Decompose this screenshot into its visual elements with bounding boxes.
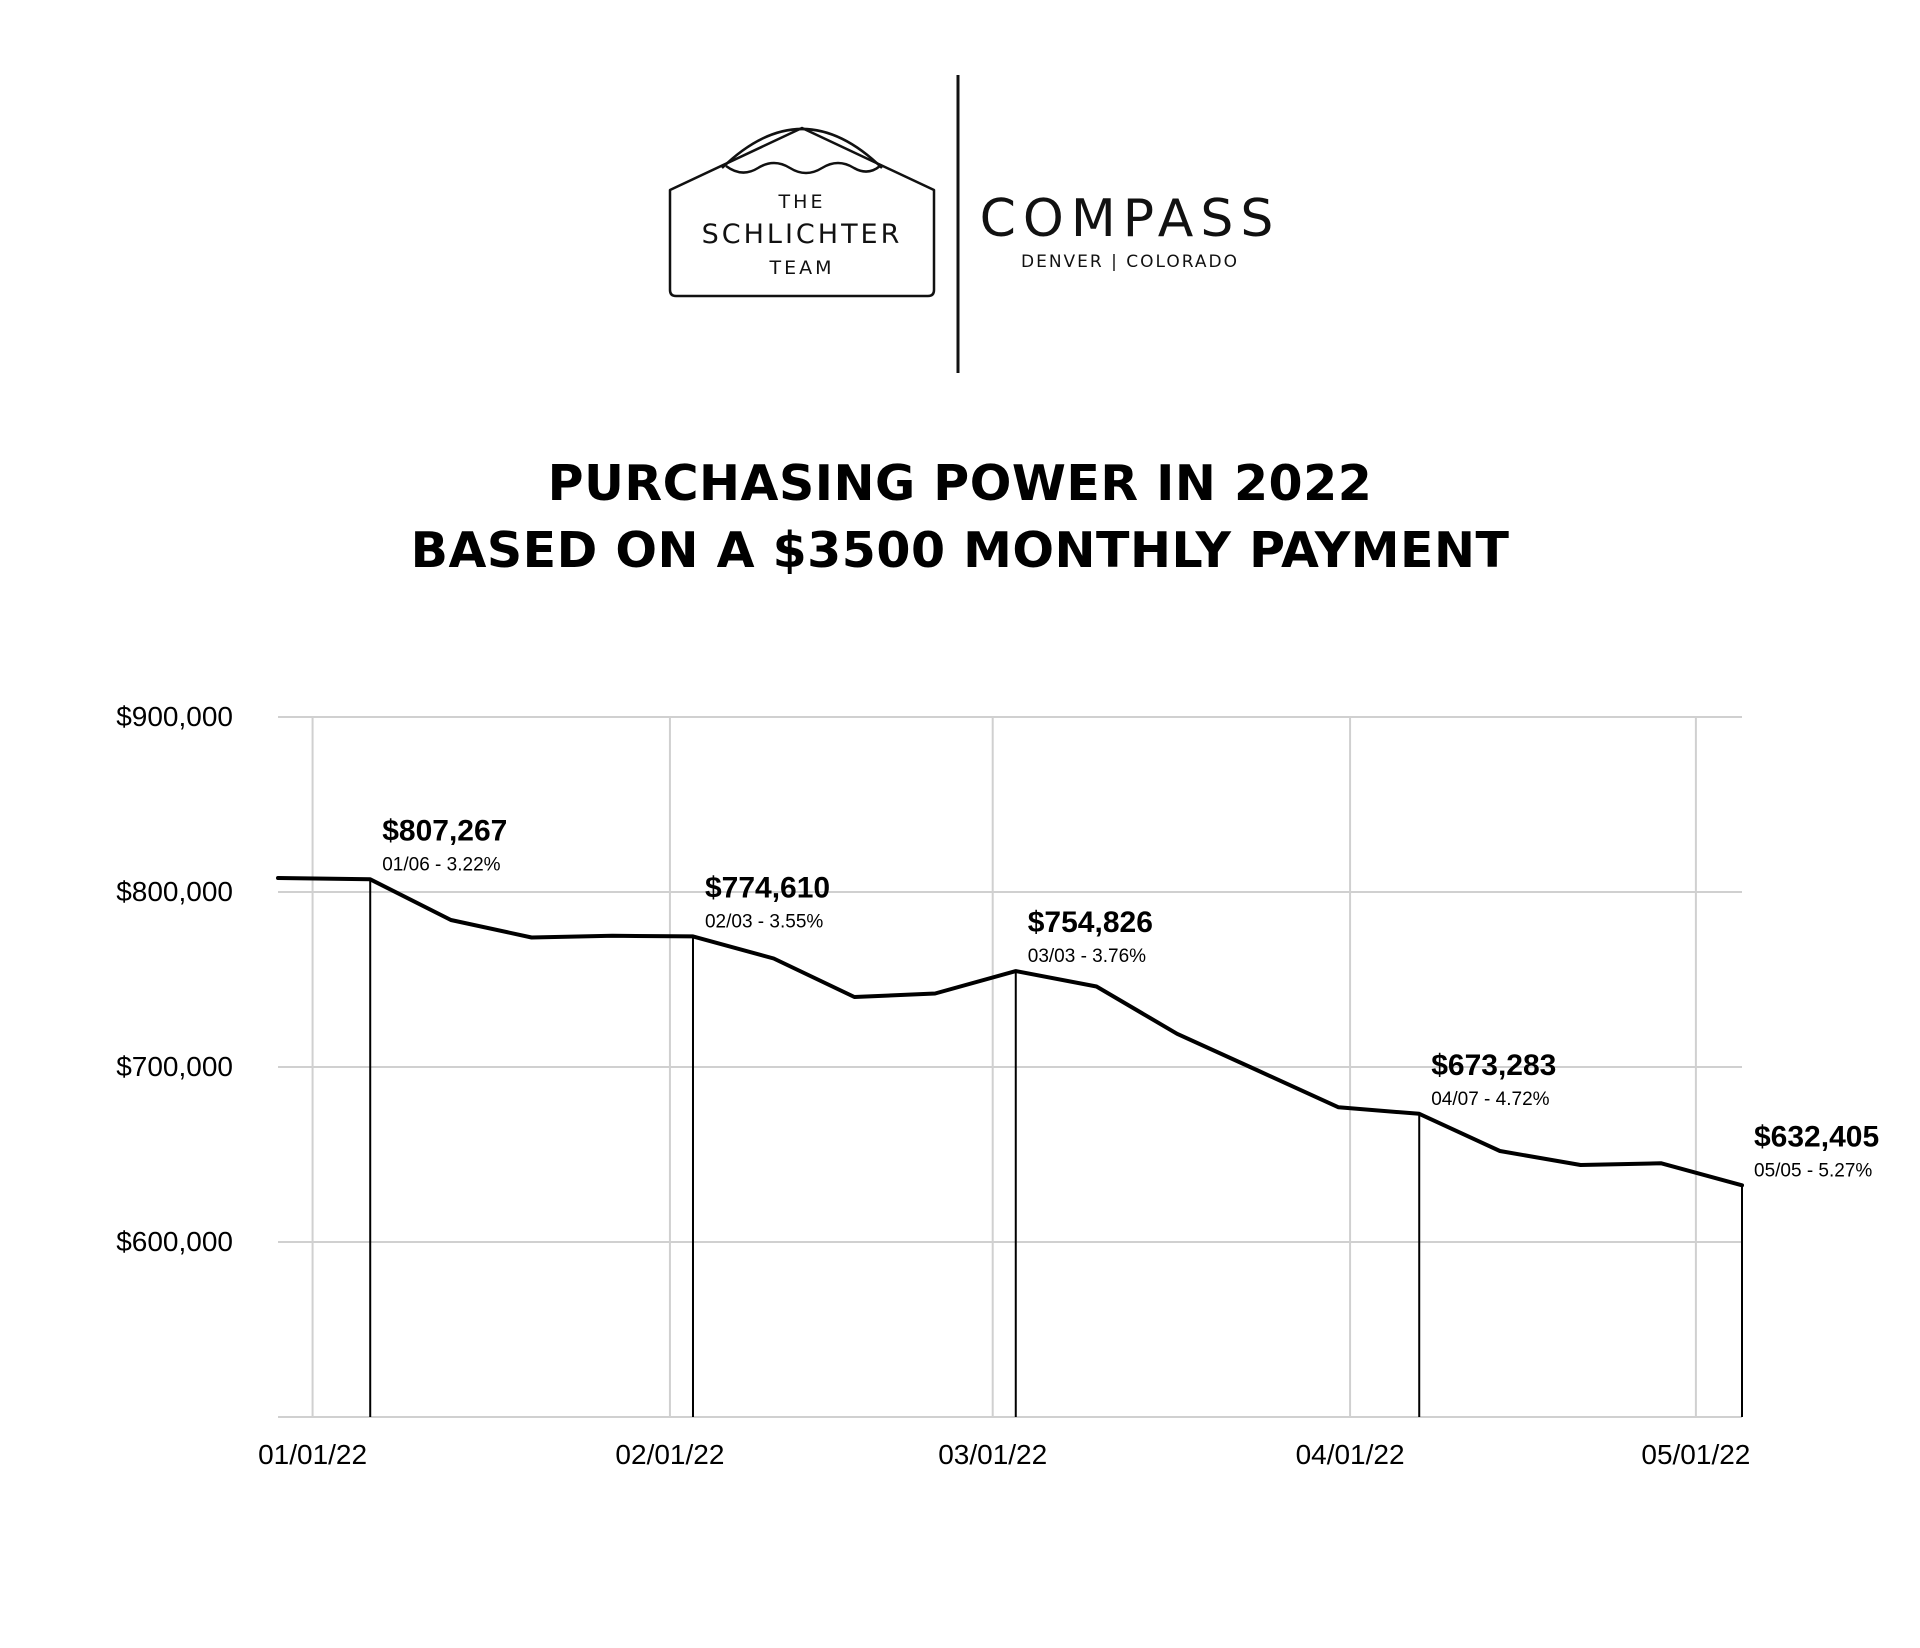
series-point bbox=[369, 878, 371, 880]
series-point bbox=[1338, 1106, 1340, 1108]
y-tick-label: $600,000 bbox=[116, 1226, 233, 1257]
x-tick-label: 01/01/22 bbox=[258, 1439, 367, 1470]
series-point bbox=[1095, 986, 1097, 987]
series-point bbox=[1660, 1162, 1662, 1164]
team-logo-line3: TEAM bbox=[768, 257, 834, 279]
annotation-value: $754,826 bbox=[1028, 906, 1153, 939]
schlichter-team-logo: THE SCHLICHTER TEAM bbox=[668, 126, 936, 298]
series-point bbox=[1176, 1033, 1178, 1035]
series-point bbox=[1015, 970, 1017, 972]
series-point bbox=[611, 935, 613, 937]
series-line bbox=[276, 876, 1744, 1188]
chart-subtitle: BASED ON A $3500 MONTHLY PAYMENT bbox=[410, 522, 1510, 579]
series-point bbox=[1418, 1113, 1420, 1115]
x-tick-label: 03/01/22 bbox=[938, 1439, 1047, 1470]
annotation-value: $774,610 bbox=[705, 871, 830, 904]
team-logo-line2: SCHLICHTER bbox=[702, 219, 903, 250]
y-tick-label: $700,000 bbox=[116, 1051, 233, 1082]
series-point bbox=[692, 935, 694, 937]
annotation-detail: 01/06 - 3.22% bbox=[382, 854, 500, 875]
annotation-detail: 04/07 - 4.72% bbox=[1431, 1089, 1549, 1110]
chart-title-block: PURCHASING POWER IN 2022 BASED ON A $350… bbox=[0, 450, 1920, 584]
mountain-wave-icon bbox=[725, 161, 881, 175]
y-tick-label: $900,000 bbox=[116, 701, 233, 732]
series-point bbox=[277, 877, 279, 879]
annotation-detail: 05/05 - 5.27% bbox=[1754, 1160, 1872, 1181]
series-point bbox=[1499, 1150, 1501, 1152]
y-tick-label: $800,000 bbox=[116, 876, 233, 907]
series-point bbox=[934, 993, 936, 994]
compass-location: DENVER | COLORADO bbox=[1021, 252, 1239, 272]
series-point bbox=[1741, 1184, 1743, 1186]
annotation-value: $673,283 bbox=[1431, 1049, 1556, 1082]
series-point bbox=[853, 996, 855, 998]
annotation-detail: 02/03 - 3.55% bbox=[705, 911, 823, 932]
series-point bbox=[1580, 1164, 1582, 1166]
annotation-value: $807,267 bbox=[382, 814, 507, 847]
x-tick-label: 02/01/22 bbox=[615, 1439, 724, 1470]
series-point bbox=[1257, 1070, 1259, 1071]
series-point bbox=[450, 919, 452, 921]
annotation-value: $632,405 bbox=[1754, 1120, 1879, 1153]
header-logos: THE SCHLICHTER TEAM COMPASS DENVER | COL… bbox=[668, 75, 1281, 373]
team-logo-line1: THE bbox=[778, 191, 826, 213]
x-tick-label: 04/01/22 bbox=[1296, 1439, 1405, 1470]
compass-logo: COMPASS DENVER | COLORADO bbox=[980, 189, 1281, 272]
chart-title: PURCHASING POWER IN 2022 bbox=[547, 455, 1373, 512]
roof-arc-icon bbox=[721, 127, 883, 169]
annotation-detail: 03/03 - 3.76% bbox=[1028, 946, 1146, 967]
series-point bbox=[773, 958, 775, 959]
compass-wordmark: COMPASS bbox=[980, 189, 1281, 249]
series-point bbox=[531, 937, 533, 938]
x-tick-label: 05/01/22 bbox=[1641, 1439, 1750, 1470]
